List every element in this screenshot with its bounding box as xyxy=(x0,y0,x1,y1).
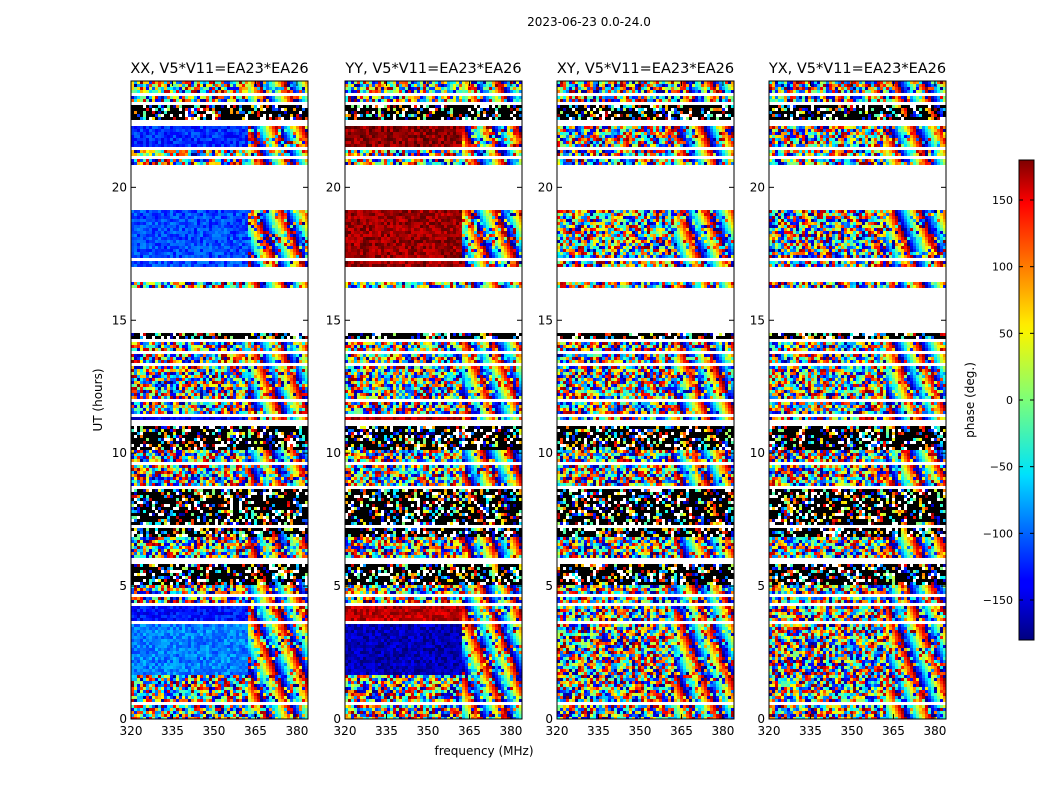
phase-image xyxy=(131,81,308,719)
panel-xy: XY, V5*V11=EA23*EA26 320 335 350 365 380 0 5 10 1… xyxy=(538,61,735,738)
y-tick-label: 10 xyxy=(112,446,127,460)
x-tick-label: 380 xyxy=(923,724,946,738)
y-tick-label: 0 xyxy=(119,712,127,726)
panel-title-xy: XY, V5*V11=EA23*EA26 xyxy=(557,61,734,77)
y-tick-label: 10 xyxy=(326,446,341,460)
x-tick-label: 380 xyxy=(711,724,734,738)
x-tick-label: 335 xyxy=(799,724,822,738)
y-tick-label: 0 xyxy=(333,712,341,726)
y-tick-label: 15 xyxy=(538,313,553,327)
y-tick-label: 5 xyxy=(333,579,341,593)
panel-title-yy: YY, V5*V11=EA23*EA26 xyxy=(344,61,521,77)
y-tick-label: 20 xyxy=(326,180,341,194)
panel-frame xyxy=(768,80,947,720)
colorbar-label: phase (deg.) xyxy=(963,362,977,438)
colorbar-ticks: 150 100 50 0 −50 −100 −150 xyxy=(983,194,1034,607)
y-tick-label: 20 xyxy=(112,180,127,194)
x-tick-label: 320 xyxy=(334,724,357,738)
x-tick-label: 365 xyxy=(458,724,481,738)
x-tick-label: 365 xyxy=(882,724,905,738)
y-tick-label: 20 xyxy=(750,180,765,194)
y-axis-label: UT (hours) xyxy=(91,368,105,431)
x-tick-label: 335 xyxy=(375,724,398,738)
y-tick-label: 5 xyxy=(757,579,765,593)
panels: XX, V5*V11=EA23*EA26 320 335 350 365 380 0 5 10 1… xyxy=(112,61,947,738)
colorbar-tick-label: 150 xyxy=(992,194,1013,207)
panel-yx: YX, V5*V11=EA23*EA26 320 335 350 365 380 0 5 10 1… xyxy=(750,61,947,738)
figure-suptitle: 2023-06-23 0.0-24.0 xyxy=(527,15,651,29)
colorbar-tick-label: −50 xyxy=(990,461,1013,474)
x-tick-label: 350 xyxy=(417,724,440,738)
x-tick-label: 335 xyxy=(161,724,184,738)
phase-image xyxy=(345,81,522,719)
phase-image xyxy=(557,81,734,719)
x-tick-label: 320 xyxy=(758,724,781,738)
x-tick-label: 380 xyxy=(499,724,522,738)
x-tick-label: 365 xyxy=(244,724,267,738)
y-tick-label: 15 xyxy=(750,313,765,327)
y-tick-label: 20 xyxy=(538,180,553,194)
y-tick-label: 5 xyxy=(545,579,553,593)
colorbar-tick-label: −150 xyxy=(983,594,1013,607)
panel-title-yx: YX, V5*V11=EA23*EA26 xyxy=(768,61,946,77)
panel-yy: YY, V5*V11=EA23*EA26 320 335 350 365 380 0 5 10 1… xyxy=(326,61,523,738)
x-tick-label: 350 xyxy=(841,724,864,738)
x-axis-label: frequency (MHz) xyxy=(434,744,533,758)
x-tick-label: 350 xyxy=(629,724,652,738)
panel-frame xyxy=(556,80,735,720)
colorbar-tick-label: −100 xyxy=(983,527,1013,540)
x-tick-label: 365 xyxy=(670,724,693,738)
x-tick-label: 350 xyxy=(203,724,226,738)
y-tick-label: 10 xyxy=(750,446,765,460)
y-tick-label: 0 xyxy=(757,712,765,726)
phase-image xyxy=(769,81,946,719)
y-tick-label: 0 xyxy=(545,712,553,726)
y-tick-label: 10 xyxy=(538,446,553,460)
x-tick-label: 320 xyxy=(546,724,569,738)
panel-title-xx: XX, V5*V11=EA23*EA26 xyxy=(130,61,308,77)
y-tick-label: 5 xyxy=(119,579,127,593)
colorbar-tick-label: 100 xyxy=(992,261,1013,274)
y-tick-label: 15 xyxy=(326,313,341,327)
panel-frame xyxy=(344,80,523,720)
x-tick-label: 380 xyxy=(285,724,308,738)
colorbar: 150 100 50 0 −50 −100 −150 phase (deg.) xyxy=(963,159,1035,641)
y-tick-label: 15 xyxy=(112,313,127,327)
x-tick-label: 335 xyxy=(587,724,610,738)
panel-frame xyxy=(130,80,309,720)
colorbar-tick-label: 50 xyxy=(999,327,1013,340)
colorbar-tick-label: 0 xyxy=(1006,394,1013,407)
panel-xx: XX, V5*V11=EA23*EA26 320 335 350 365 380 0 5 10 1… xyxy=(112,61,309,738)
x-tick-label: 320 xyxy=(120,724,143,738)
